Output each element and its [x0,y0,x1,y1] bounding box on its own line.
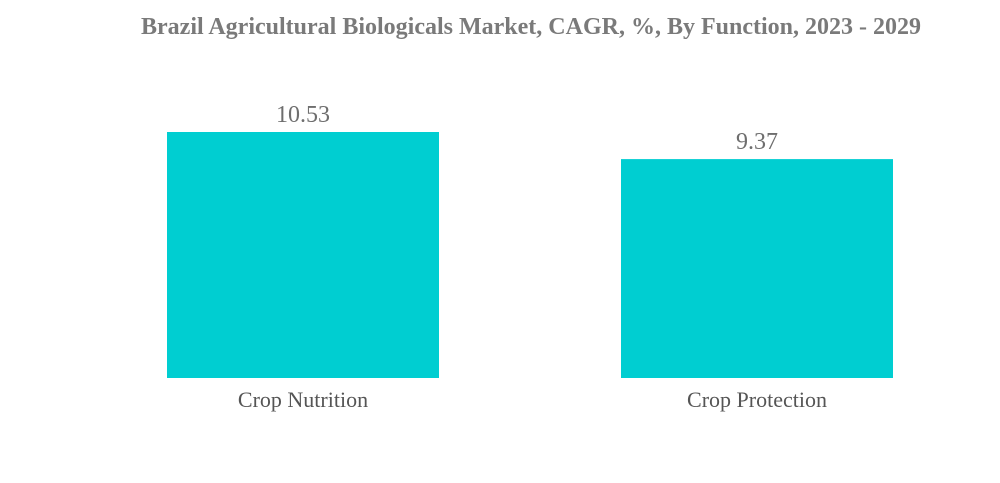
bar-crop-protection [621,159,893,378]
category-label-crop-protection: Crop Protection [687,387,827,412]
bar-crop-nutrition [167,132,439,378]
value-label-crop-protection: 9.37 [736,129,778,155]
value-label-crop-nutrition: 10.53 [276,102,330,128]
bars-layer [167,132,893,378]
value-labels-layer: 10.53 9.37 [276,102,778,155]
chart-title: Brazil Agricultural Biologicals Market, … [141,14,921,40]
category-labels-layer: Crop Nutrition Crop Protection [238,387,827,412]
category-label-crop-nutrition: Crop Nutrition [238,387,368,412]
